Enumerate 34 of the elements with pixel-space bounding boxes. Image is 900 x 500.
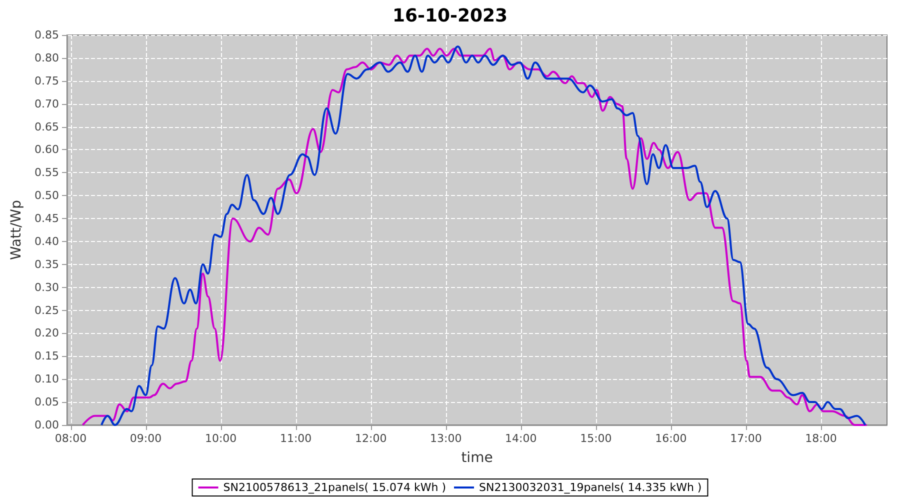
y-axis-title: Watt/Wp	[8, 200, 25, 260]
y-tick-label: 0.35	[34, 258, 59, 271]
y-tick-label: 0.45	[34, 212, 59, 226]
y-tick-label: 0.00	[34, 418, 59, 432]
y-tick-label: 0.70	[34, 97, 59, 110]
y-tick-label: 0.55	[34, 166, 59, 180]
x-tick-label: 11:00	[280, 432, 312, 445]
x-tick-label: 17:00	[730, 432, 762, 445]
legend-label: SN2100578613_21panels( 15.074 kWh )	[223, 481, 446, 494]
x-tick-label: 14:00	[505, 432, 537, 445]
x-axis-title: time	[461, 450, 493, 466]
y-tick-label: 0.30	[34, 280, 59, 294]
y-tick-label: 0.65	[34, 120, 59, 134]
y-tick-label: 0.10	[34, 372, 59, 386]
y-tick-label: 0.75	[34, 74, 59, 88]
x-tick-label: 10:00	[204, 432, 237, 445]
y-tick-label: 0.60	[34, 143, 59, 156]
x-tick-label: 13:00	[430, 432, 462, 445]
y-tick-label: 0.05	[34, 396, 59, 409]
x-tick-label: 18:00	[805, 432, 837, 445]
x-tick-label: 12:00	[354, 432, 387, 445]
x-tick-label: 15:00	[580, 432, 612, 445]
y-tick-label: 0.15	[34, 350, 59, 363]
x-tick-label: 09:00	[130, 432, 162, 445]
y-tick-label: 0.20	[34, 326, 59, 340]
x-tick-label: 08:00	[54, 432, 87, 445]
y-tick-label: 0.25	[34, 304, 59, 317]
y-tick-label: 0.40	[34, 234, 59, 248]
chart-title: 16-10-2023	[392, 6, 508, 26]
x-tick-label: 16:00	[655, 432, 687, 445]
legend-label: SN2130032031_19panels( 14.335 kWh )	[479, 481, 702, 494]
y-tick-label: 0.50	[34, 189, 59, 202]
y-tick-label: 0.85	[34, 28, 59, 42]
y-tick-label: 0.80	[34, 51, 59, 64]
